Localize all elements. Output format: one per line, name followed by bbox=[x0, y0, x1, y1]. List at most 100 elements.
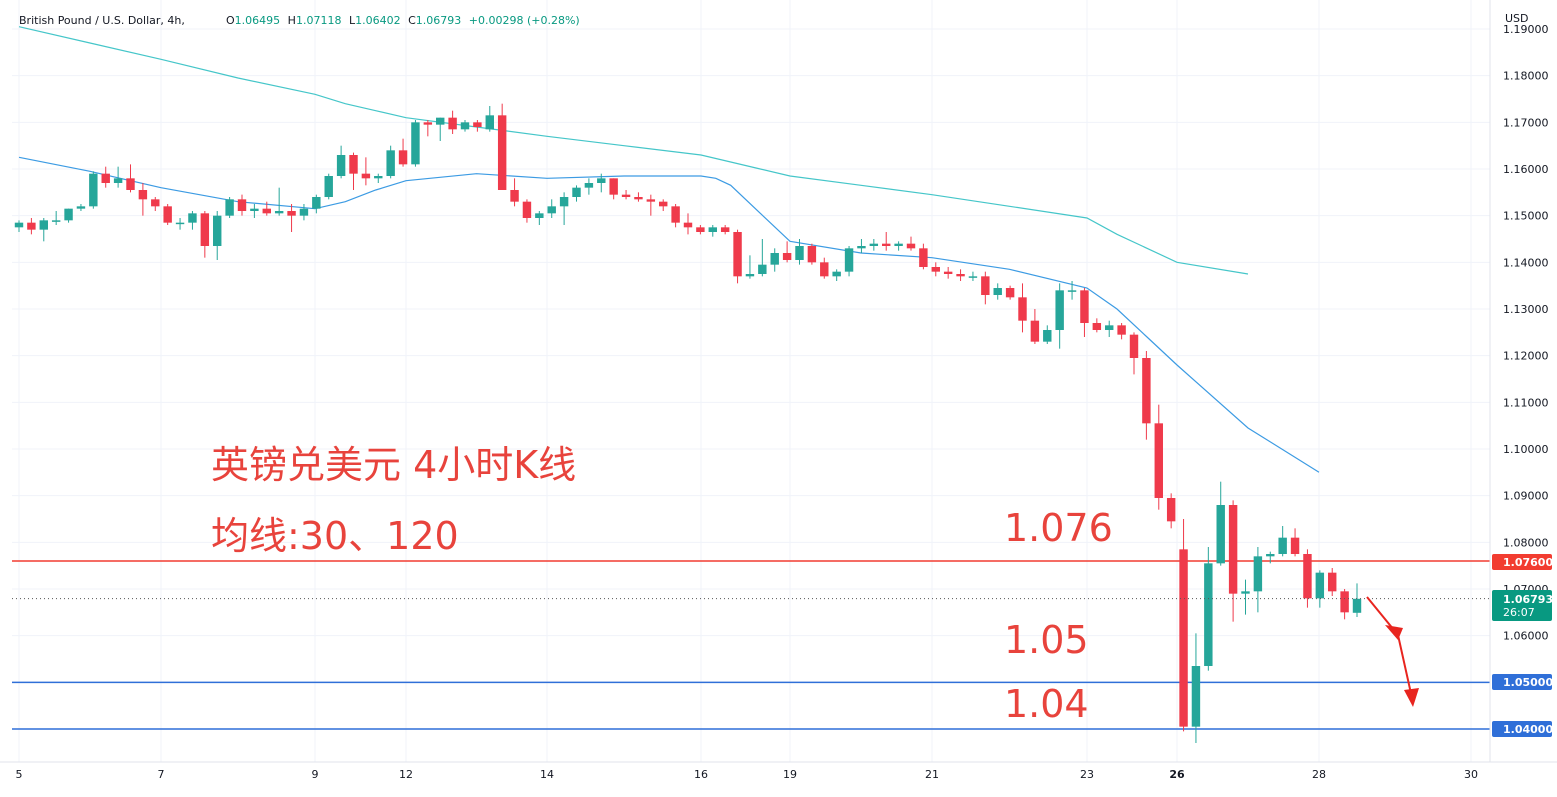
candle bbox=[1030, 309, 1040, 344]
candle-body bbox=[126, 178, 135, 190]
candle bbox=[1253, 547, 1263, 613]
candle bbox=[1179, 519, 1188, 732]
candle-body bbox=[1080, 290, 1089, 323]
candle bbox=[460, 120, 470, 132]
candle-body bbox=[770, 253, 779, 265]
candle bbox=[349, 152, 358, 190]
candle-body bbox=[14, 222, 24, 228]
candle-body bbox=[535, 213, 544, 218]
time-tick-label: 21 bbox=[925, 768, 939, 781]
candle bbox=[324, 173, 333, 200]
candle-body bbox=[1092, 323, 1102, 330]
candle bbox=[1018, 283, 1027, 333]
time-tick-label: 28 bbox=[1312, 768, 1326, 781]
low-label: L bbox=[349, 14, 356, 27]
price-tick-label: 1.14000 bbox=[1503, 256, 1549, 269]
time-tick-label: 30 bbox=[1464, 768, 1478, 781]
candle bbox=[436, 117, 445, 141]
candle bbox=[274, 187, 284, 216]
candle-body bbox=[1278, 537, 1287, 554]
time-tick-label: 7 bbox=[158, 768, 165, 781]
price-tag-current: 1.06793 26:07 bbox=[1492, 590, 1553, 621]
candle bbox=[1092, 318, 1102, 333]
candle bbox=[237, 194, 247, 216]
candle-body bbox=[299, 208, 309, 216]
close-label: C bbox=[408, 14, 416, 27]
candle bbox=[919, 243, 928, 270]
candle bbox=[1067, 281, 1077, 300]
candle bbox=[213, 211, 222, 260]
candle-body bbox=[175, 222, 185, 225]
candle-body bbox=[1179, 549, 1188, 727]
time-tick-label: 12 bbox=[399, 768, 413, 781]
candle bbox=[720, 225, 730, 235]
candle-body bbox=[1043, 330, 1052, 342]
candle-body bbox=[659, 201, 668, 207]
level-annotation-105: 1.05 bbox=[1004, 618, 1089, 662]
time-axis[interactable]: 5 7 9 12 14 16 19 21 23 26 28 30 bbox=[16, 768, 1479, 781]
candle bbox=[1241, 579, 1250, 615]
candle-body bbox=[919, 248, 928, 267]
high-value: 1.07118 bbox=[296, 14, 342, 27]
candle bbox=[646, 194, 656, 216]
candle bbox=[1216, 481, 1225, 566]
candle-body bbox=[857, 246, 866, 249]
time-tick-label: 9 bbox=[312, 768, 319, 781]
candle-body bbox=[708, 227, 717, 232]
candle bbox=[175, 218, 185, 230]
candle-body bbox=[981, 276, 990, 295]
candle bbox=[1204, 547, 1213, 671]
candle-body bbox=[287, 211, 296, 216]
candle bbox=[361, 157, 371, 186]
candle bbox=[1315, 570, 1325, 608]
candle bbox=[621, 190, 631, 200]
candle bbox=[1043, 325, 1052, 344]
candle-body bbox=[27, 222, 36, 230]
candle bbox=[1129, 332, 1139, 375]
candle-body bbox=[324, 176, 333, 197]
candle-body bbox=[572, 187, 581, 197]
candle-body bbox=[1166, 498, 1176, 522]
price-tag-104-text: 1.04000 bbox=[1503, 723, 1553, 736]
candle-body bbox=[39, 220, 48, 230]
symbol-label[interactable]: British Pound / U.S. Dollar, 4h, bbox=[19, 14, 185, 27]
candle bbox=[299, 204, 309, 221]
candle bbox=[126, 164, 135, 193]
candle-body bbox=[1142, 358, 1151, 424]
candle bbox=[931, 262, 940, 277]
candle-body bbox=[312, 197, 321, 209]
candle-body bbox=[1204, 563, 1213, 666]
candle bbox=[113, 166, 123, 188]
candle bbox=[287, 204, 296, 232]
candle bbox=[262, 201, 271, 216]
price-tick-label: 1.16000 bbox=[1503, 163, 1549, 176]
candle-body bbox=[1105, 325, 1114, 330]
candle bbox=[671, 204, 680, 228]
candle bbox=[1303, 549, 1312, 608]
candle-body bbox=[374, 176, 383, 179]
candle bbox=[336, 145, 346, 179]
candle-body bbox=[101, 173, 110, 183]
candle bbox=[473, 120, 482, 132]
candle bbox=[597, 173, 606, 193]
time-tick-label: 14 bbox=[540, 768, 554, 781]
candle bbox=[398, 138, 408, 167]
header-legend: British Pound / U.S. Dollar, 4h, O1.0649… bbox=[19, 12, 1529, 27]
price-tick-label: 1.11000 bbox=[1503, 396, 1549, 409]
candle bbox=[89, 171, 98, 209]
candle-body bbox=[1253, 556, 1263, 592]
grid bbox=[12, 0, 1490, 762]
candle-body bbox=[782, 253, 792, 260]
candle-body bbox=[869, 243, 879, 246]
candle bbox=[1352, 583, 1362, 617]
candle-body bbox=[250, 208, 259, 211]
candle-body bbox=[51, 220, 61, 222]
change-value: +0.00298 (+0.28%) bbox=[469, 14, 580, 27]
candle-body bbox=[1340, 591, 1349, 613]
candle bbox=[1005, 285, 1015, 300]
candle-body bbox=[832, 271, 841, 277]
candle-body bbox=[188, 213, 197, 223]
